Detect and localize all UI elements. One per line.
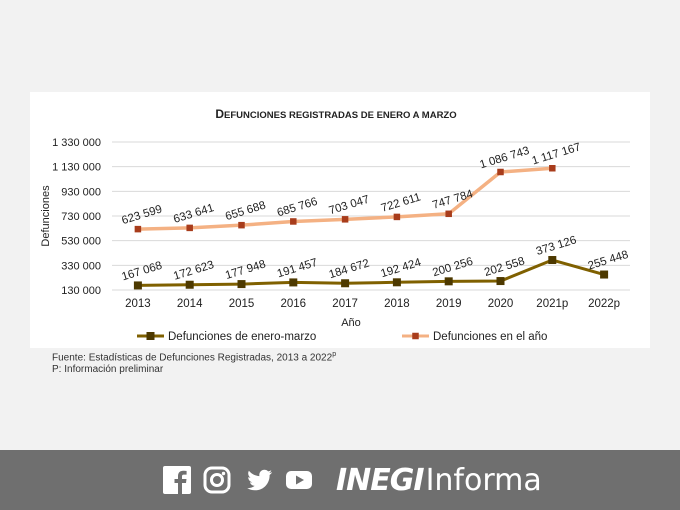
data-point-1 [600,270,609,279]
data-point-2 [134,225,142,233]
data-point-1 [341,279,350,288]
x-tick-label: 2015 [229,298,255,310]
data-point-2 [290,218,297,225]
legend-marker-2 [412,332,419,340]
data-point-1 [133,281,142,290]
data-point-2 [341,216,349,223]
y-tick-label: 530 000 [61,236,101,248]
chart-title: DEFUNCIONES REGISTRADAS DE ENERO A MARZO [215,107,456,121]
data-point-2 [497,168,504,176]
data-point-2 [238,221,245,229]
x-tick-label: 2021p [536,298,568,310]
source-superscript: p [332,351,337,358]
y-tick-label: 730 000 [61,211,101,223]
x-tick-label: 2017 [332,298,358,310]
instagram-icon[interactable] [203,466,231,494]
source-line-1: Fuente: Estadísticas de Defunciones Regi… [52,352,333,364]
data-point-1 [237,280,246,289]
facebook-icon[interactable] [163,466,191,494]
y-tick-label: 130 000 [61,285,101,297]
twitter-icon[interactable] [245,466,273,494]
x-tick-label: 2022p [588,298,620,310]
source-line-2: P: Información preliminar [52,364,164,376]
data-point-2 [186,224,193,232]
x-tick-label: 2013 [125,298,151,310]
legend-label-2: Defunciones en el año [433,331,547,343]
y-tick-label: 1 130 000 [52,162,101,174]
footer-bar: INEGI Informa [0,450,680,510]
data-point-1 [289,278,298,287]
data-point-2 [393,213,401,221]
youtube-icon[interactable] [285,466,313,494]
series-line-1 [137,258,605,287]
chart: DEFUNCIONES REGISTRADAS DE ENERO A MARZO… [30,92,650,348]
data-point-1 [185,280,194,289]
x-tick-label: 2016 [281,298,307,310]
x-tick-label: 2019 [436,298,462,310]
brand-light: Informa [425,462,542,498]
y-tick-label: 330 000 [61,260,101,272]
source-note: Fuente: Estadísticas de Defunciones Regi… [52,349,336,376]
data-point-2 [445,210,452,218]
x-tick-label: 2014 [177,298,203,310]
data-point-2 [549,164,556,172]
legend-marker-1 [146,332,155,340]
data-point-1 [496,277,505,286]
legend-label-1: Defunciones de enero-marzo [168,331,316,343]
data-point-1 [444,277,453,286]
x-tick-label: 2018 [384,298,410,310]
inegi-informa-logo[interactable]: INEGI Informa [336,461,542,499]
y-tick-label: 1 330 000 [52,137,101,149]
y-axis-title: Defunciones [40,185,52,247]
data-point-1 [548,256,557,265]
brand-bold: INEGI [336,462,425,498]
x-tick-label: 2020 [488,298,514,310]
y-tick-label: 930 000 [61,186,101,198]
x-axis-title: Año [341,317,361,329]
data-point-1 [392,278,401,287]
